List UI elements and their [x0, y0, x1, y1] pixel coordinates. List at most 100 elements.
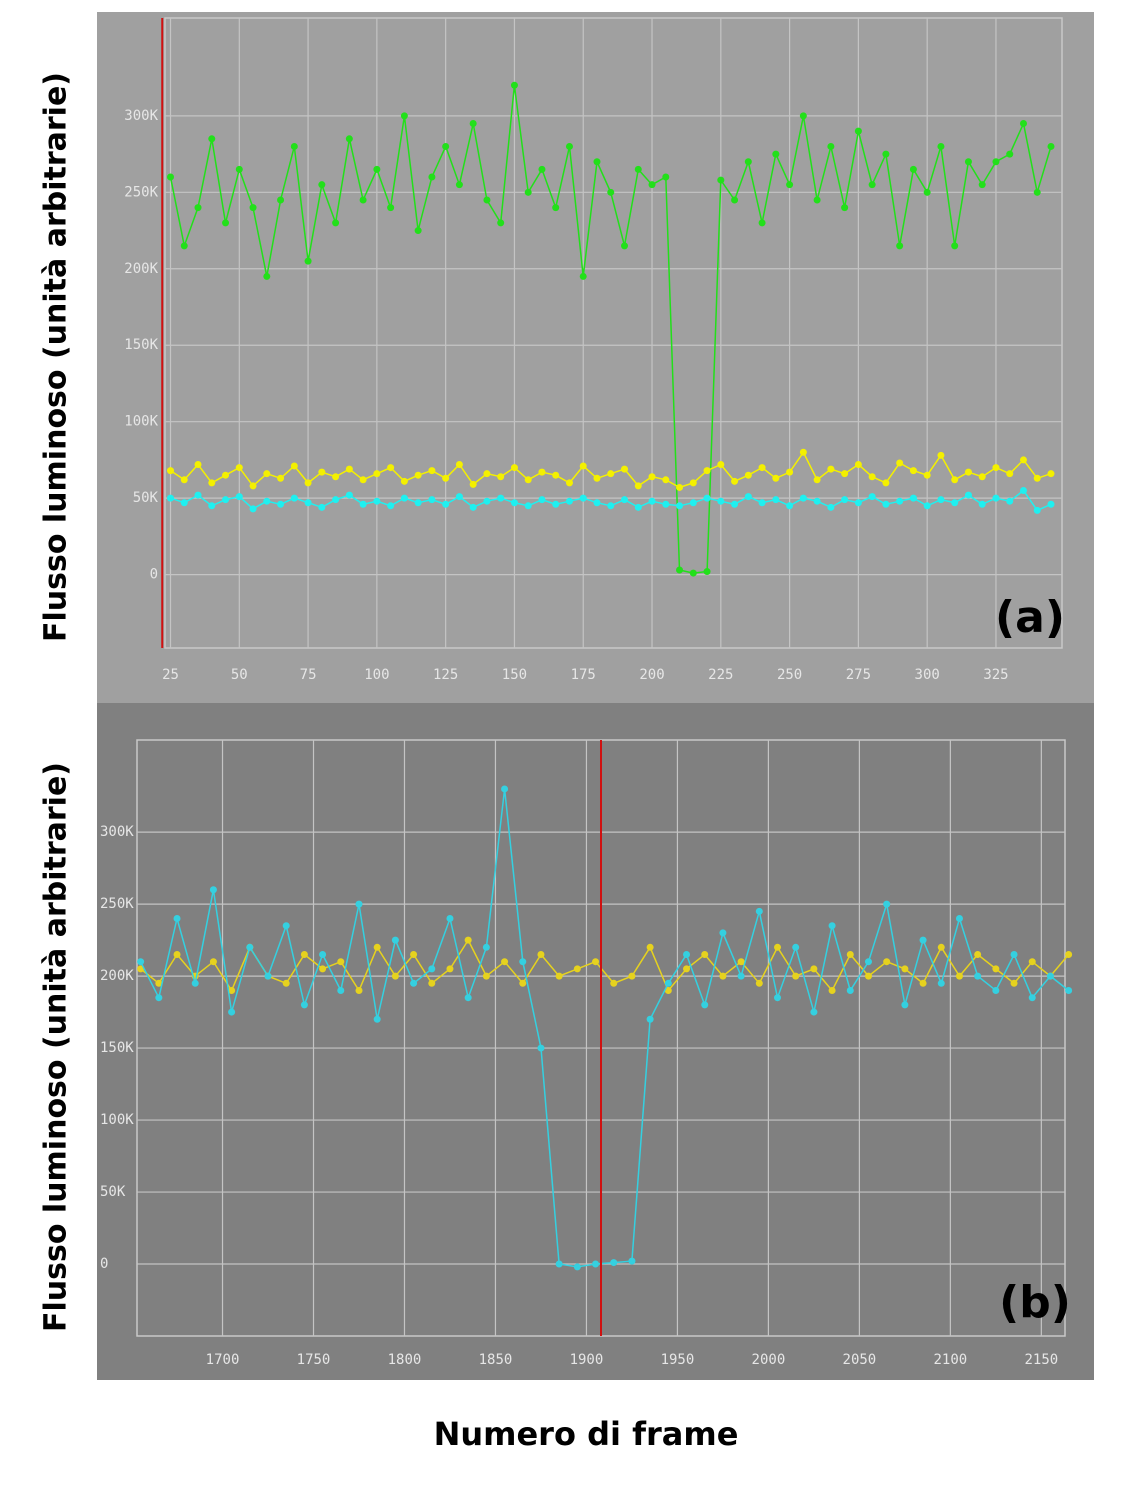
data-point [319, 965, 327, 973]
data-point [758, 219, 766, 227]
data-point [828, 922, 836, 930]
data-point [173, 951, 181, 959]
data-point [222, 471, 230, 479]
data-point [222, 219, 230, 227]
data-point [191, 979, 199, 987]
data-point [719, 929, 727, 937]
data-point [841, 470, 849, 478]
panel-label: (a) [995, 592, 1065, 643]
data-point [555, 1260, 563, 1268]
data-point [264, 972, 272, 980]
y-tick-label: 100K [100, 1112, 134, 1128]
data-point [909, 467, 917, 475]
data-point [744, 471, 752, 479]
data-point [909, 494, 917, 502]
data-point [208, 479, 216, 487]
data-point [828, 986, 836, 994]
data-point [228, 986, 236, 994]
data-point [464, 994, 472, 1002]
data-point [455, 181, 463, 189]
data-point [469, 120, 477, 128]
data-point [282, 922, 290, 930]
data-point [387, 464, 395, 472]
data-point [469, 503, 477, 511]
data-point [882, 150, 890, 158]
x-tick-label: 275 [846, 667, 871, 683]
data-point [758, 499, 766, 507]
data-point [332, 219, 340, 227]
data-point [951, 476, 959, 484]
data-point [593, 158, 601, 166]
data-point [428, 979, 436, 987]
data-point [593, 499, 601, 507]
data-point [786, 502, 794, 510]
data-point [235, 464, 243, 472]
data-point [772, 474, 780, 482]
data-point [896, 242, 904, 250]
data-point [646, 943, 654, 951]
data-point [552, 500, 560, 508]
data-point [249, 505, 257, 513]
y-tick-label: 300K [100, 824, 134, 840]
data-point [538, 468, 546, 476]
data-point [180, 476, 188, 484]
data-point [442, 142, 450, 150]
data-point [955, 972, 963, 980]
data-point [442, 500, 450, 508]
data-point [774, 994, 782, 1002]
data-point [501, 958, 509, 966]
data-point [731, 196, 739, 204]
data-point [813, 497, 821, 505]
data-point [235, 165, 243, 173]
y-tick-label: 50K [133, 490, 159, 506]
data-point [717, 461, 725, 469]
data-point [648, 497, 656, 505]
series-line [140, 938, 1070, 993]
data-point [701, 1001, 709, 1009]
data-point [355, 900, 363, 908]
data-point [1010, 951, 1018, 959]
data-point [155, 994, 163, 1002]
data-point [676, 483, 684, 491]
data-point [978, 500, 986, 508]
data-point [1065, 951, 1073, 959]
y-tick-label: 0 [150, 567, 158, 583]
data-point [337, 986, 345, 994]
x-tick-label: 225 [708, 667, 733, 683]
x-tick-label: 1800 [388, 1352, 422, 1368]
data-point [683, 965, 691, 973]
data-point [1047, 500, 1055, 508]
x-tick-label: 150 [502, 667, 527, 683]
data-point [482, 972, 490, 980]
data-point [209, 958, 217, 966]
data-point [827, 142, 835, 150]
data-point [841, 204, 849, 212]
data-point [992, 158, 1000, 166]
data-point [194, 461, 202, 469]
data-point [923, 502, 931, 510]
data-point [359, 196, 367, 204]
data-point [167, 494, 175, 502]
data-point [1046, 972, 1054, 980]
data-point [290, 462, 298, 470]
data-point [249, 482, 257, 490]
data-point [446, 915, 454, 923]
y-tick-label: 100K [124, 414, 158, 430]
data-point [501, 785, 509, 793]
data-point [263, 470, 271, 478]
data-point [538, 165, 546, 173]
data-point [180, 242, 188, 250]
data-point [755, 907, 763, 915]
data-point [167, 467, 175, 475]
data-point [868, 493, 876, 501]
data-point [937, 943, 945, 951]
data-point [868, 473, 876, 481]
data-point [744, 158, 752, 166]
data-point [1047, 470, 1055, 478]
panel-label: (b) [999, 1277, 1071, 1328]
data-point [552, 471, 560, 479]
data-point [882, 500, 890, 508]
data-point [277, 500, 285, 508]
data-point [442, 474, 450, 482]
data-point [883, 900, 891, 908]
